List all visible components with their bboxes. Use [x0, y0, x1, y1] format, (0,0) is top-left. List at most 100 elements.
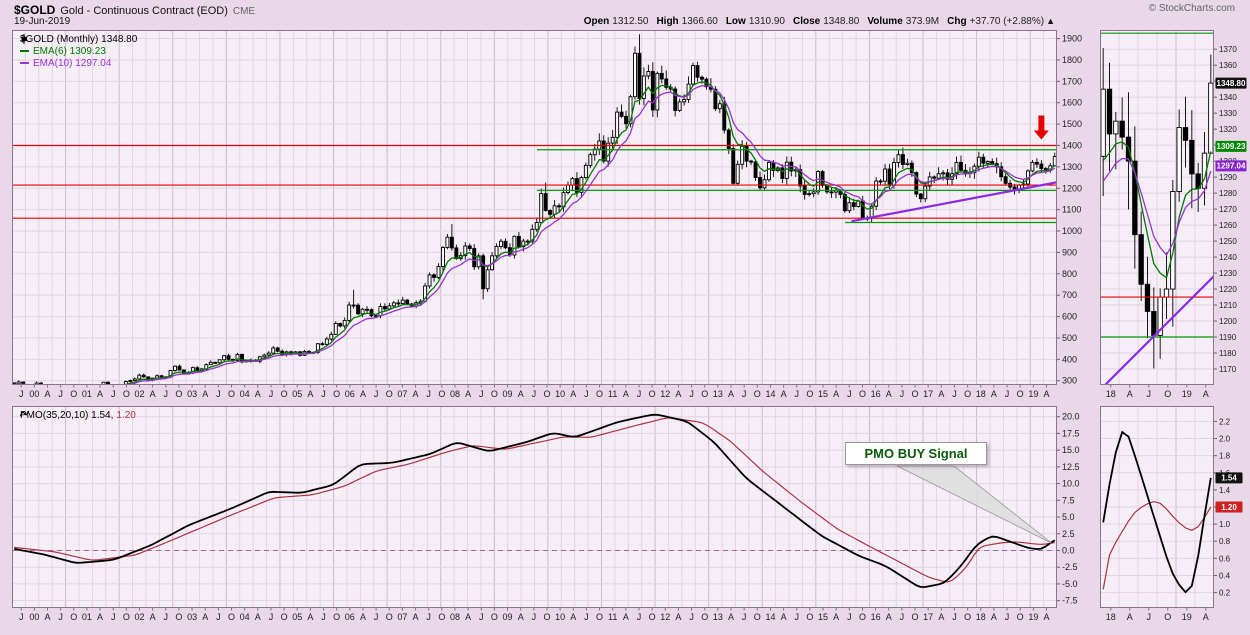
svg-text:-5.0: -5.0: [1062, 579, 1078, 589]
pmo-signal-line: [1102, 500, 1212, 590]
svg-text:O: O: [228, 612, 235, 622]
svg-text:2.0: 2.0: [1219, 435, 1231, 444]
svg-text:03: 03: [187, 389, 197, 399]
svg-text:19: 19: [1028, 389, 1038, 399]
svg-text:J: J: [479, 389, 484, 399]
svg-text:O: O: [859, 612, 866, 622]
svg-text:1300: 1300: [1062, 162, 1082, 172]
svg-text:O: O: [491, 389, 498, 399]
svg-text:1.0: 1.0: [1219, 520, 1231, 529]
svg-text:12: 12: [660, 612, 670, 622]
svg-text:O: O: [175, 612, 182, 622]
svg-text:500: 500: [1062, 333, 1077, 343]
price-label-box: [1215, 160, 1247, 172]
svg-text:13: 13: [713, 612, 723, 622]
svg-text:O: O: [123, 389, 130, 399]
indicator-label-box: [1215, 501, 1243, 513]
svg-text:A: A: [465, 612, 471, 622]
svg-text:A: A: [886, 389, 892, 399]
svg-text:O: O: [806, 612, 813, 622]
x-axis-labels: 18 A J O 19 A: [1106, 385, 1209, 399]
svg-text:J: J: [1147, 612, 1152, 622]
svg-text:A: A: [1203, 389, 1209, 399]
red-down-arrow-annotation: [1033, 115, 1049, 140]
svg-text:0.2: 0.2: [1219, 589, 1231, 598]
svg-text:600: 600: [1062, 312, 1077, 322]
pmo-buy-signal-callout: PMO BUY Signal: [845, 442, 987, 465]
svg-text:O: O: [912, 389, 919, 399]
svg-text:J: J: [374, 389, 379, 399]
svg-text:04: 04: [240, 389, 250, 399]
svg-text:O: O: [649, 612, 656, 622]
main-price-chart: 3004005006007008009001000110012001300140…: [12, 30, 1082, 399]
change-up-arrow-icon: ▲: [1046, 16, 1055, 26]
svg-text:17.5: 17.5: [1062, 428, 1080, 438]
svg-text:1309.23: 1309.23: [1217, 142, 1246, 151]
svg-text:A: A: [1127, 389, 1133, 399]
svg-text:00: 00: [29, 612, 39, 622]
svg-text:1290: 1290: [1219, 173, 1237, 182]
x-axis-labels: J 00 A J O 01 A J O 02 A J O 03 A J O 04 A J O 05 A J O 06 A J O 07 A J…: [19, 385, 1049, 399]
svg-text:J: J: [58, 612, 63, 622]
quote-label: High: [656, 16, 679, 27]
svg-text:O: O: [175, 389, 182, 399]
legend-ema6-row: EMA(6) 1309.23: [20, 46, 137, 58]
svg-text:12: 12: [660, 389, 670, 399]
svg-text:A: A: [360, 389, 366, 399]
pmo-signal-value: 1.20: [116, 410, 136, 421]
svg-text:J: J: [794, 612, 799, 622]
svg-text:07: 07: [397, 612, 407, 622]
svg-text:10: 10: [555, 612, 565, 622]
svg-text:1320: 1320: [1219, 125, 1237, 134]
grid-layer: [12, 406, 1057, 608]
pmo-indicator-chart: -7.5 -5.0 -2.5 0.0 2.5 5.0 7.5 10.0 12.5 15.0 17.5…: [12, 406, 1080, 622]
svg-text:O: O: [701, 612, 708, 622]
svg-text:12.5: 12.5: [1062, 462, 1080, 472]
svg-text:2.2: 2.2: [1219, 417, 1231, 426]
svg-text:O: O: [543, 389, 550, 399]
svg-text:J: J: [742, 389, 747, 399]
svg-text:09: 09: [503, 612, 513, 622]
svg-text:1340: 1340: [1219, 93, 1237, 102]
svg-text:J: J: [532, 612, 537, 622]
svg-text:18: 18: [976, 612, 986, 622]
svg-text:06: 06: [345, 389, 355, 399]
svg-text:03: 03: [187, 612, 197, 622]
annotation-lines-layer: [12, 144, 1057, 224]
svg-text:O: O: [386, 612, 393, 622]
svg-text:J: J: [900, 612, 905, 622]
svg-text:07: 07: [397, 389, 407, 399]
header-title-row: $GOLD Gold - Continuous Contract (EOD) CME…: [14, 3, 1240, 17]
svg-text:09: 09: [503, 389, 513, 399]
svg-text:1500: 1500: [1062, 119, 1082, 129]
svg-text:J: J: [584, 389, 589, 399]
svg-text:A: A: [991, 389, 997, 399]
svg-text:O: O: [1017, 612, 1024, 622]
svg-text:1260: 1260: [1219, 221, 1237, 230]
svg-text:O: O: [438, 612, 445, 622]
svg-text:O: O: [964, 612, 971, 622]
ema6-line: [1102, 141, 1212, 279]
svg-text:18: 18: [1106, 612, 1116, 622]
svg-text:02: 02: [134, 389, 144, 399]
svg-text:1220: 1220: [1219, 285, 1237, 294]
callout-pointer: [896, 465, 1052, 544]
svg-text:A: A: [202, 612, 208, 622]
svg-text:7.5: 7.5: [1062, 495, 1075, 505]
svg-text:-7.5: -7.5: [1062, 596, 1078, 606]
svg-text:1170: 1170: [1219, 365, 1237, 374]
svg-text:J: J: [164, 389, 169, 399]
pmo-line: [14, 413, 1056, 588]
svg-text:11: 11: [608, 389, 617, 399]
svg-text:A: A: [728, 612, 734, 622]
svg-text:O: O: [1164, 389, 1171, 399]
svg-text:A: A: [518, 389, 524, 399]
price-chart-legend: $GOLD (Monthly) 1348.80 EMA(6) 1309.23 E…: [20, 34, 137, 70]
svg-text:J: J: [742, 612, 747, 622]
legend-ema10-row: EMA(10) 1297.04: [20, 58, 137, 70]
ohlc-quote-bar: Open 1312.50 High 1366.60 Low 1310.90 Close 134…: [576, 16, 1055, 27]
svg-text:1.4: 1.4: [1219, 486, 1231, 495]
svg-text:A: A: [44, 389, 50, 399]
quote-value: 1366.60: [681, 16, 718, 27]
svg-text:O: O: [281, 612, 288, 622]
